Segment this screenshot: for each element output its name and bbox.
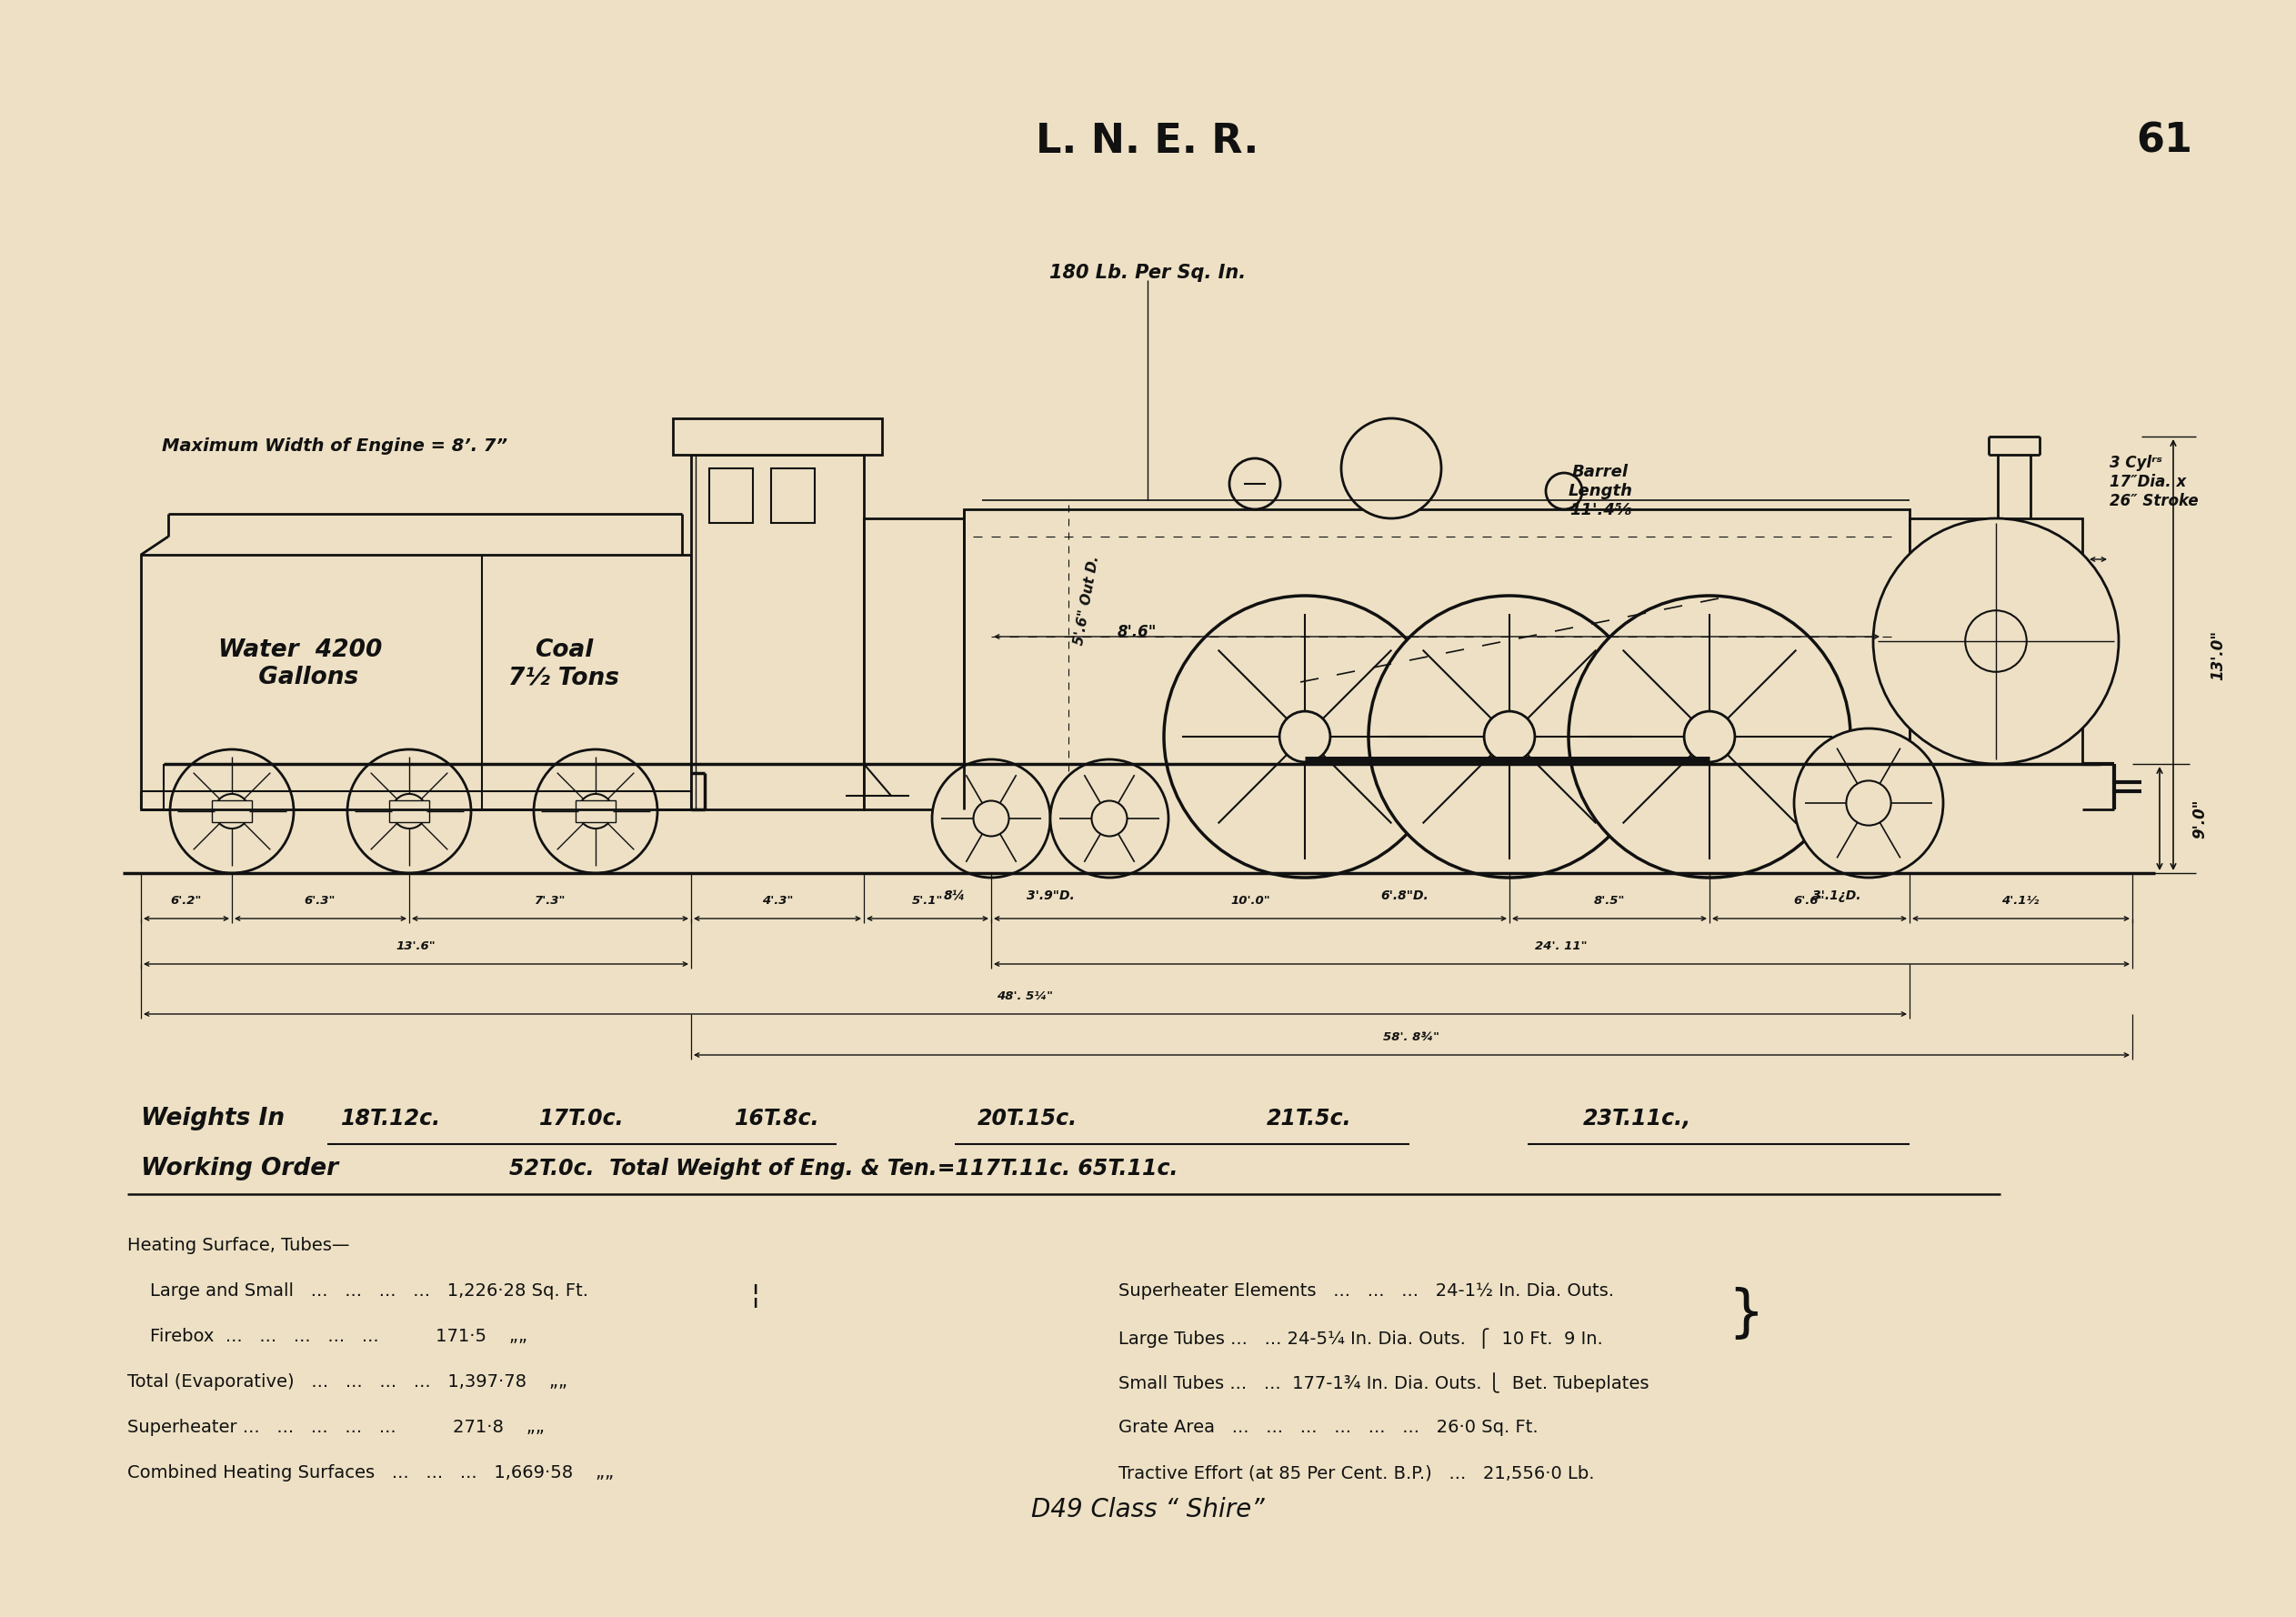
Text: 6'.2": 6'.2" bbox=[170, 894, 202, 907]
Circle shape bbox=[1091, 800, 1127, 836]
Text: 17T.0c.: 17T.0c. bbox=[540, 1108, 625, 1130]
Text: Tractive Effort (at 85 Per Cent. B.P.)   ...   21,556·0 Lb.: Tractive Effort (at 85 Per Cent. B.P.) .… bbox=[1118, 1465, 1593, 1481]
Text: 48'. 5¼": 48'. 5¼" bbox=[996, 990, 1054, 1003]
Circle shape bbox=[533, 749, 657, 873]
Bar bbox=[576, 800, 615, 821]
Circle shape bbox=[1279, 711, 1329, 762]
Text: 5'.6" Out D.: 5'.6" Out D. bbox=[1072, 555, 1102, 647]
Circle shape bbox=[1049, 760, 1169, 878]
Circle shape bbox=[1483, 711, 1534, 762]
Bar bbox=[140, 555, 691, 810]
Text: 8¼: 8¼ bbox=[944, 889, 967, 902]
Circle shape bbox=[1685, 711, 1736, 762]
Circle shape bbox=[932, 760, 1049, 878]
Circle shape bbox=[214, 794, 250, 828]
Text: D49 Class “ Shire”: D49 Class “ Shire” bbox=[1031, 1497, 1265, 1523]
Text: 3'.1¿D.: 3'.1¿D. bbox=[1812, 889, 1862, 902]
Text: 10'.0": 10'.0" bbox=[1231, 894, 1270, 907]
Text: 6'.6": 6'.6" bbox=[1793, 894, 1825, 907]
Circle shape bbox=[1368, 595, 1651, 878]
Text: Weights In: Weights In bbox=[140, 1106, 285, 1130]
Text: Heating Surface, Tubes—: Heating Surface, Tubes— bbox=[126, 1237, 349, 1255]
Text: Combined Heating Surfaces   ...   ...   ...   1,669·58    „„: Combined Heating Surfaces ... ... ... 1,… bbox=[126, 1465, 613, 1481]
Text: 5'.1": 5'.1" bbox=[912, 894, 944, 907]
Text: 9'.0": 9'.0" bbox=[2190, 799, 2209, 838]
Circle shape bbox=[1793, 729, 1942, 878]
Bar bbox=[863, 519, 964, 810]
Text: 20T.15c.: 20T.15c. bbox=[978, 1108, 1077, 1130]
Text: 3 Cylʳˢ
17″Dia. x
26″ Stroke: 3 Cylʳˢ 17″Dia. x 26″ Stroke bbox=[2110, 454, 2197, 509]
Text: 6'.8"D.: 6'.8"D. bbox=[1380, 889, 1428, 902]
Bar bbox=[673, 419, 882, 454]
Text: 24'. 11": 24'. 11" bbox=[1536, 941, 1587, 952]
Text: 18T.12c.: 18T.12c. bbox=[340, 1108, 441, 1130]
Circle shape bbox=[1228, 458, 1281, 509]
Text: L. N. E. R.: L. N. E. R. bbox=[1035, 121, 1258, 160]
Text: 180 Lb. Per Sq. In.: 180 Lb. Per Sq. In. bbox=[1049, 264, 1247, 281]
Text: Grate Area   ...   ...   ...   ...   ...   ...   26·0 Sq. Ft.: Grate Area ... ... ... ... ... ... 26·0 … bbox=[1118, 1418, 1538, 1436]
Circle shape bbox=[393, 794, 427, 828]
Bar bbox=[771, 469, 815, 522]
Text: Water  4200
  Gallons: Water 4200 Gallons bbox=[218, 639, 381, 689]
Text: 21T.5c.: 21T.5c. bbox=[1267, 1108, 1352, 1130]
Circle shape bbox=[170, 749, 294, 873]
Text: 8'.6": 8'.6" bbox=[1116, 624, 1157, 640]
Text: Total (Evaporative)   ...   ...   ...   ...   1,397·78    „„: Total (Evaporative) ... ... ... ... 1,39… bbox=[126, 1373, 567, 1391]
Circle shape bbox=[579, 794, 613, 828]
Circle shape bbox=[1164, 595, 1446, 878]
Circle shape bbox=[1874, 519, 2119, 763]
Text: ¦: ¦ bbox=[751, 1282, 760, 1308]
Text: 58'. 8¾": 58'. 8¾" bbox=[1382, 1032, 1440, 1043]
Text: Small Tubes ...   ...  177-1¾ In. Dia. Outs. ⎩  Bet. Tubeplates: Small Tubes ... ... 177-1¾ In. Dia. Outs… bbox=[1118, 1373, 1649, 1394]
Bar bbox=[964, 509, 1910, 763]
Bar bbox=[1910, 519, 2082, 763]
Circle shape bbox=[1846, 781, 1892, 825]
Text: 3'.9"D.: 3'.9"D. bbox=[1026, 889, 1075, 902]
Text: Firebox  ...   ...   ...   ...   ...          171·5    „„: Firebox ... ... ... ... ... 171·5 „„ bbox=[126, 1328, 528, 1345]
Bar bbox=[390, 800, 429, 821]
Text: Superheater ...   ...   ...   ...   ...          271·8    „„: Superheater ... ... ... ... ... 271·8 „„ bbox=[126, 1418, 544, 1436]
Circle shape bbox=[1965, 611, 2027, 671]
Text: 13'.0": 13'.0" bbox=[2209, 629, 2227, 679]
Text: 61: 61 bbox=[2135, 121, 2193, 160]
Text: Coal
7½ Tons: Coal 7½ Tons bbox=[507, 639, 620, 689]
Circle shape bbox=[1568, 595, 1851, 878]
Text: 4'.1½: 4'.1½ bbox=[2002, 894, 2039, 907]
Text: 13'.6": 13'.6" bbox=[395, 941, 436, 952]
Bar bbox=[211, 800, 253, 821]
Text: 4'.3": 4'.3" bbox=[762, 894, 792, 907]
Text: 7'.3": 7'.3" bbox=[535, 894, 565, 907]
Text: 16T.8c.: 16T.8c. bbox=[735, 1108, 820, 1130]
Circle shape bbox=[1545, 472, 1582, 509]
Text: }: } bbox=[1729, 1287, 1763, 1342]
Text: Barrel
Length
11'.4⅝: Barrel Length 11'.4⅝ bbox=[1568, 464, 1632, 517]
Text: 23T.11c.,: 23T.11c., bbox=[1582, 1108, 1690, 1130]
Text: 52T.0c.  Total Weight of Eng. & Ten.=117T.11c. 65T.11c.: 52T.0c. Total Weight of Eng. & Ten.=117T… bbox=[510, 1158, 1178, 1179]
Text: Superheater Elements   ...   ...   ...   24-1½ In. Dia. Outs.: Superheater Elements ... ... ... 24-1½ I… bbox=[1118, 1282, 1614, 1300]
Text: Maximum Width of Engine = 8’. 7”: Maximum Width of Engine = 8’. 7” bbox=[161, 437, 507, 454]
Text: 8'.5": 8'.5" bbox=[1593, 894, 1626, 907]
Text: Large and Small   ...   ...   ...   ...   1,226·28 Sq. Ft.: Large and Small ... ... ... ... 1,226·28… bbox=[126, 1282, 588, 1300]
Circle shape bbox=[347, 749, 471, 873]
Bar bbox=[691, 454, 863, 810]
Text: Large Tubes ...   ... 24-5¼ In. Dia. Outs.  ⎧  10 Ft.  9 In.: Large Tubes ... ... 24-5¼ In. Dia. Outs.… bbox=[1118, 1328, 1603, 1349]
Bar bbox=[709, 469, 753, 522]
Text: Working Order: Working Order bbox=[140, 1156, 338, 1180]
Circle shape bbox=[974, 800, 1008, 836]
Circle shape bbox=[1341, 419, 1442, 519]
Text: 6'.3": 6'.3" bbox=[305, 894, 335, 907]
